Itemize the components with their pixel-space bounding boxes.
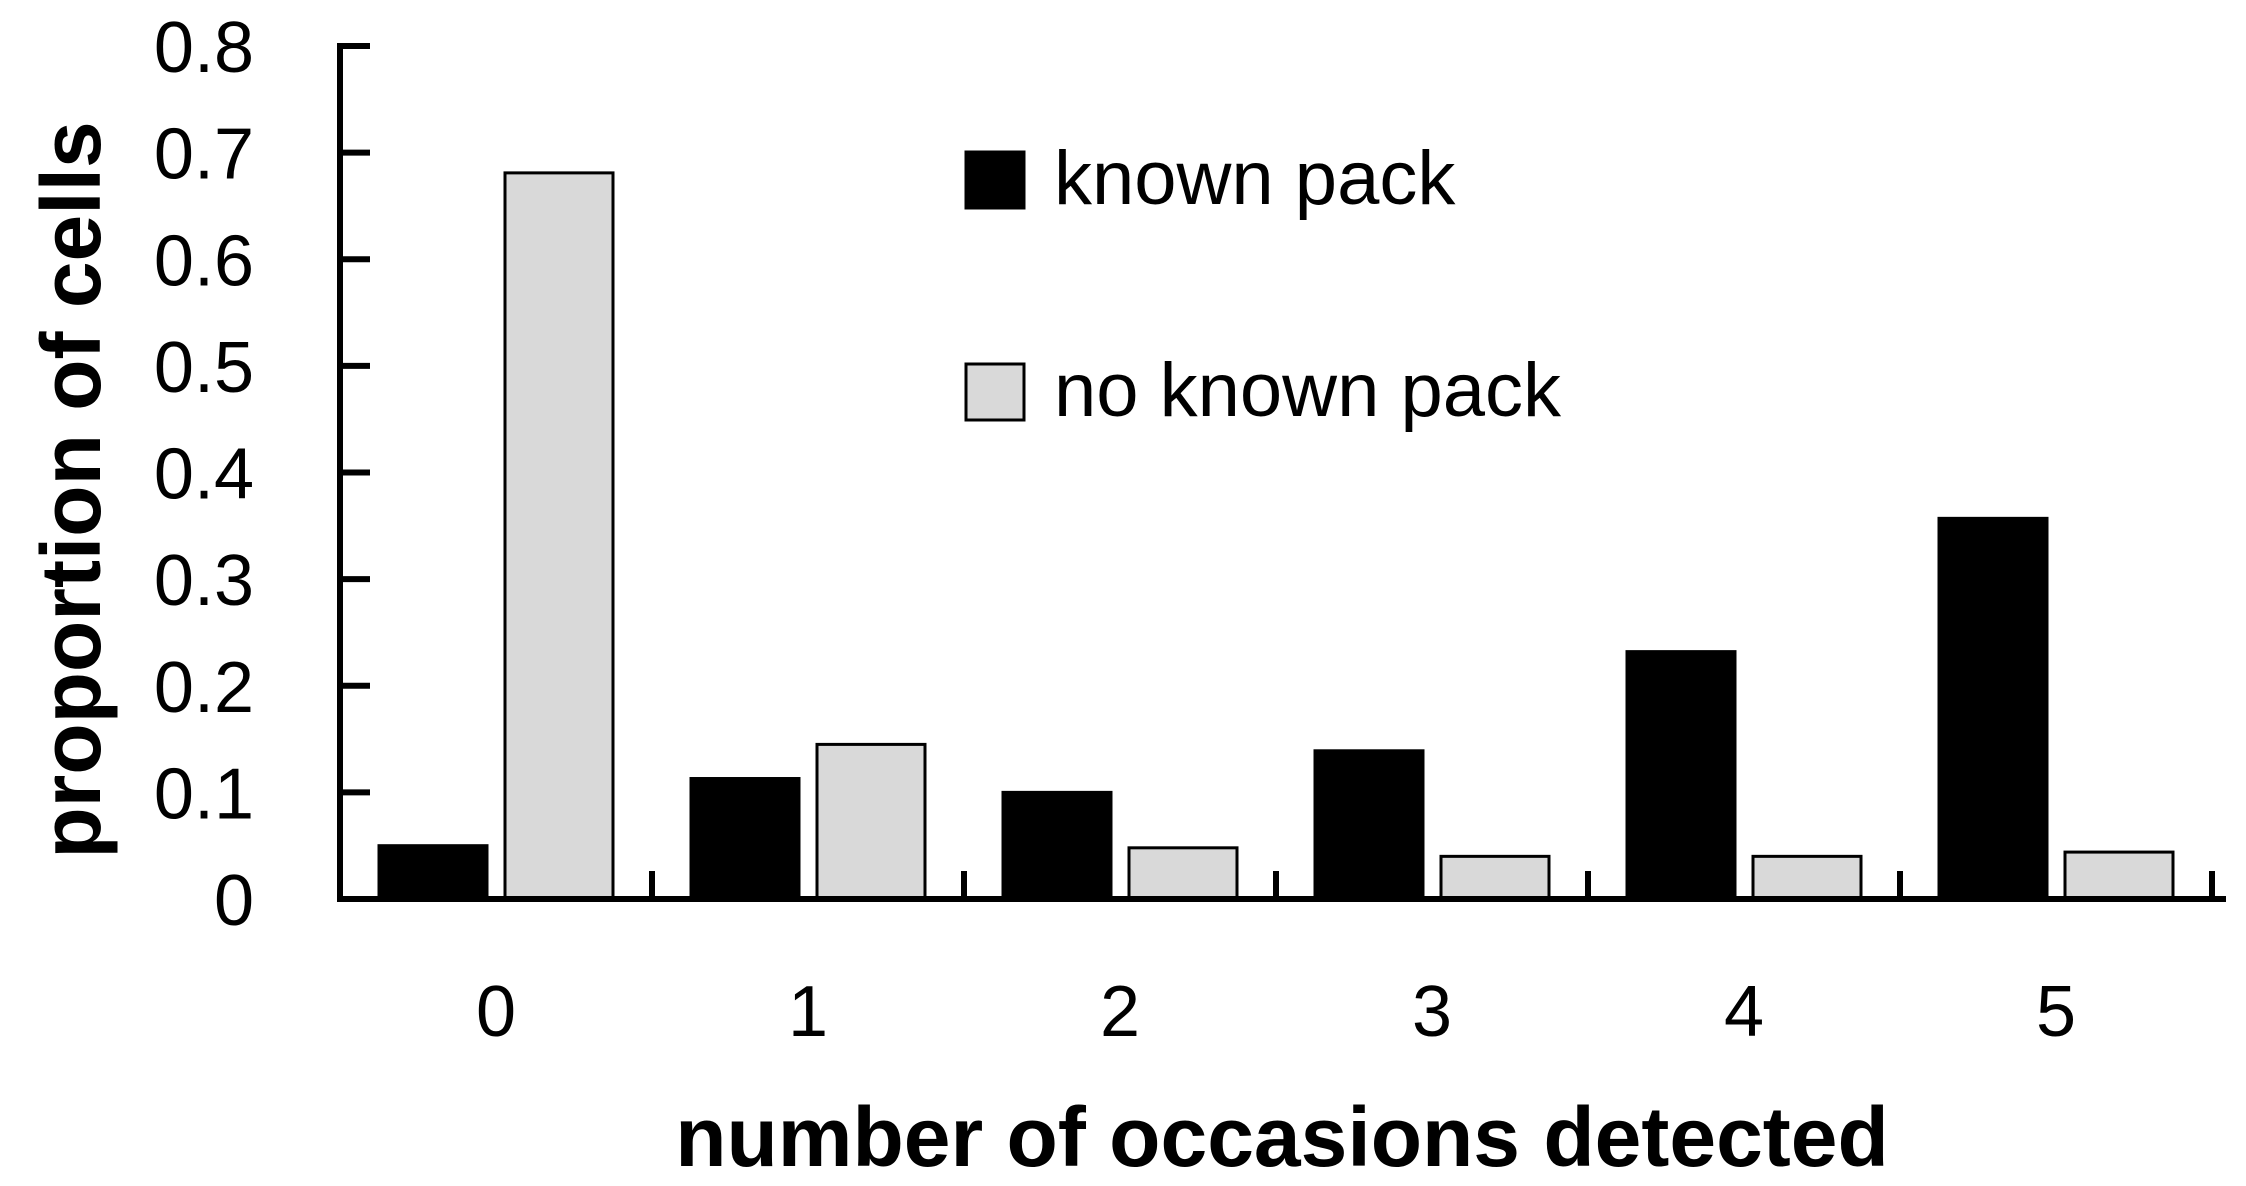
bar-known-pack-5	[1937, 516, 2049, 901]
bar-no-known-pack-4	[1751, 854, 1863, 901]
y-tick-label: 0.2	[154, 648, 254, 728]
bars-group	[377, 171, 2175, 901]
legend-label: known pack	[1054, 136, 1456, 221]
y-tick-label: 0.3	[154, 541, 254, 621]
bar-no-known-pack-3	[1439, 854, 1551, 901]
bar-no-known-pack-5	[2063, 850, 2175, 901]
bar-known-pack-4	[1625, 650, 1737, 901]
bar-known-pack-1	[689, 777, 801, 901]
bar-no-known-pack-2	[1127, 846, 1239, 901]
y-ticks-group: 0 0.1 0.2 0.3 0.4 0.5 0.6 0.7 0.8	[154, 8, 370, 941]
y-tick-label: 0.4	[154, 435, 254, 515]
x-ticks-group: 0 1 2 3 4 5	[476, 871, 2215, 1052]
bar-known-pack-0	[377, 844, 489, 901]
bar-known-pack-2	[1001, 790, 1113, 901]
bar-known-pack-3	[1313, 749, 1425, 901]
y-tick-label: 0.8	[154, 8, 254, 88]
x-tick-label: 2	[1100, 972, 1140, 1052]
legend-swatch-no-known-pack	[964, 362, 1026, 422]
x-tick-label: 4	[1724, 972, 1764, 1052]
legend-label: no known pack	[1054, 348, 1562, 433]
bar-no-known-pack-0	[503, 171, 615, 901]
legend: known pack no known pack	[964, 136, 1562, 433]
x-axis-title: number of occasions detected	[675, 1090, 1889, 1184]
y-tick-label: 0.5	[154, 328, 254, 408]
y-axis-title: proportion of cells	[24, 121, 118, 858]
x-tick-label: 3	[1412, 972, 1452, 1052]
x-tick-label: 1	[788, 972, 828, 1052]
y-tick-label: 0.6	[154, 221, 254, 301]
y-tick-label: 0.7	[154, 115, 254, 195]
y-tick-label: 0	[214, 861, 254, 941]
x-tick-label: 0	[476, 972, 516, 1052]
y-tick-label: 0.1	[154, 754, 254, 834]
x-tick-label: 5	[2036, 972, 2076, 1052]
legend-swatch-known-pack	[964, 150, 1026, 210]
bar-no-known-pack-1	[815, 742, 927, 901]
